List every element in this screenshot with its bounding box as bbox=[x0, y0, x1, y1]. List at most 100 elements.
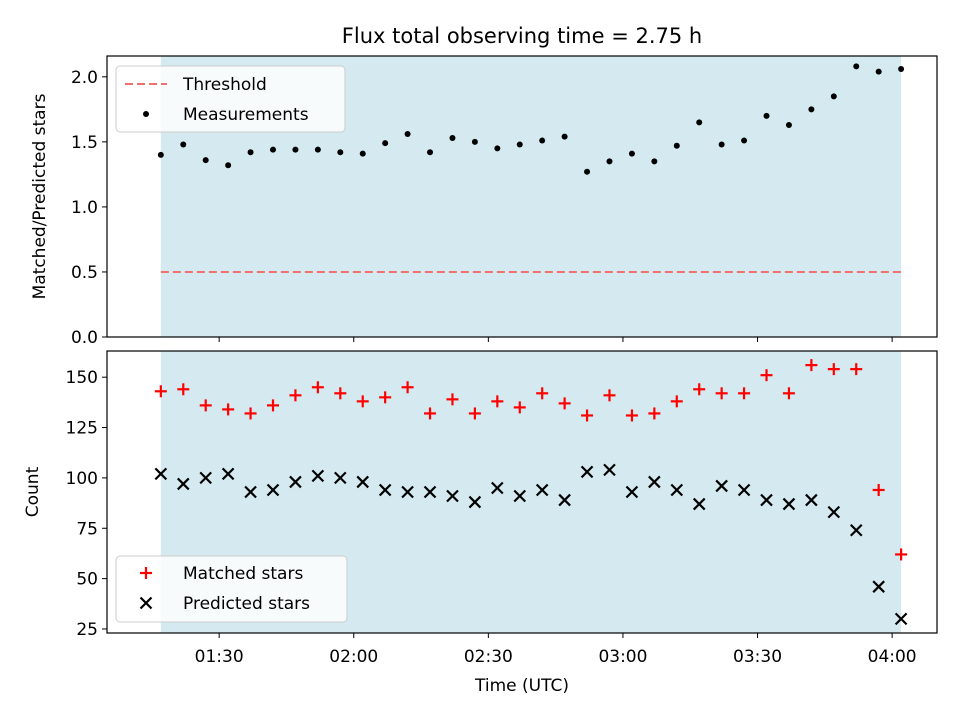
measurement-point bbox=[359, 150, 366, 157]
measurement-point bbox=[673, 142, 680, 149]
legend-predicted-label: Predicted stars bbox=[183, 594, 310, 614]
top-axes-frame bbox=[106, 55, 938, 338]
predicted-star-point bbox=[176, 477, 190, 491]
matched-star-point bbox=[267, 399, 279, 412]
y-tick-label: 0.5 bbox=[71, 263, 98, 283]
matched-star-point bbox=[513, 401, 526, 414]
legend-measurements-swatch bbox=[143, 111, 149, 117]
predicted-star-point bbox=[648, 475, 661, 489]
measurement-point bbox=[606, 158, 613, 165]
matched-star-point bbox=[625, 409, 638, 422]
legend-matched-label: Matched stars bbox=[183, 564, 303, 584]
bottom-panel: 25 50 75 100 125 150 01:30 02:00 02:30 03:00 03:3… bbox=[23, 350, 938, 667]
x-axis-label: Time (UTC) bbox=[474, 676, 569, 696]
matched-star-point bbox=[424, 407, 437, 420]
matched-star-point bbox=[334, 387, 347, 400]
predicted-star-point bbox=[872, 580, 885, 593]
predicted-star-point bbox=[603, 463, 616, 477]
measurement-point bbox=[449, 134, 456, 141]
y-tick-label: 25 bbox=[76, 620, 98, 640]
matched-star-point bbox=[154, 385, 167, 398]
measurement-point bbox=[718, 141, 725, 148]
matched-star-point bbox=[379, 391, 392, 404]
y-tick-label: 150 bbox=[66, 368, 98, 388]
measurement-point bbox=[337, 149, 344, 156]
x-tick-label: 02:30 bbox=[464, 647, 513, 667]
predicted-star-point bbox=[334, 471, 347, 485]
measurement-point bbox=[494, 145, 501, 152]
matched-star-point bbox=[401, 381, 414, 394]
top-legend-box bbox=[115, 65, 346, 133]
predicted-star-point bbox=[894, 612, 908, 626]
x-tick-label: 03:00 bbox=[598, 647, 647, 667]
bottom-legend-box bbox=[115, 555, 348, 623]
predicted-star-point bbox=[266, 483, 280, 497]
measurement-point bbox=[292, 146, 299, 153]
predicted-star-point bbox=[311, 469, 325, 483]
predicted-star-point bbox=[558, 493, 571, 507]
predicted-star-point bbox=[513, 489, 527, 503]
matched-star-point bbox=[222, 403, 235, 416]
matched-star-point bbox=[895, 548, 908, 561]
matched-star-point bbox=[446, 393, 459, 406]
measurement-point bbox=[651, 158, 658, 165]
measurement-point bbox=[584, 168, 591, 175]
y-tick-label: 0.0 bbox=[71, 328, 98, 348]
measurement-point bbox=[427, 149, 434, 156]
matched-star-point bbox=[872, 483, 885, 496]
predicted-star-point bbox=[356, 475, 370, 489]
matched-star-point bbox=[850, 363, 863, 376]
bottom-x-ticks: 01:30 02:00 02:30 03:00 03:30 04:00 bbox=[195, 633, 917, 667]
bottom-markers bbox=[154, 359, 908, 626]
matched-star-point bbox=[289, 389, 302, 402]
predicted-star-point bbox=[670, 483, 684, 497]
predicted-star-point bbox=[535, 483, 549, 497]
matched-star-point bbox=[648, 407, 661, 420]
measurement-point bbox=[314, 146, 321, 153]
measurement-point bbox=[808, 106, 815, 113]
measurement-point bbox=[696, 119, 703, 126]
predicted-star-point bbox=[289, 475, 302, 489]
legend-threshold-label: Threshold bbox=[182, 75, 267, 95]
matched-star-point bbox=[244, 407, 257, 420]
predicted-star-point bbox=[760, 493, 773, 507]
predicted-star-point bbox=[580, 465, 594, 479]
matched-star-point bbox=[805, 359, 818, 372]
measurement-point bbox=[382, 140, 389, 147]
matched-star-point bbox=[311, 381, 324, 394]
y-tick-label: 100 bbox=[66, 469, 98, 489]
measurement-point bbox=[853, 63, 860, 70]
matched-star-point bbox=[670, 395, 683, 408]
predicted-star-point bbox=[782, 497, 796, 511]
measurement-point bbox=[875, 68, 882, 75]
figure-title: Flux total observing time = 2.75 h bbox=[342, 24, 702, 48]
legend-predicted-swatch bbox=[139, 596, 153, 610]
measurement-point bbox=[763, 112, 770, 119]
bottom-legend: Matched stars Predicted stars bbox=[115, 555, 348, 623]
matched-star-point bbox=[558, 397, 571, 410]
measurement-point bbox=[180, 141, 187, 148]
y-tick-label: 1.5 bbox=[71, 133, 98, 153]
y-tick-label: 50 bbox=[76, 570, 98, 590]
predicted-star-point bbox=[154, 467, 168, 481]
y-tick-label: 125 bbox=[66, 419, 98, 439]
matched-star-point bbox=[738, 387, 751, 400]
y-tick-label: 2.0 bbox=[71, 68, 98, 88]
measurement-point bbox=[270, 146, 276, 153]
matched-star-point bbox=[199, 399, 212, 412]
predicted-star-point bbox=[692, 497, 706, 511]
bottom-y-ticks: 25 50 75 100 125 150 bbox=[66, 368, 107, 640]
matched-star-point bbox=[468, 407, 481, 420]
predicted-star-point bbox=[491, 481, 504, 495]
matched-star-point bbox=[581, 409, 594, 422]
predicted-star-point bbox=[849, 523, 863, 537]
measurement-point bbox=[561, 133, 568, 140]
predicted-star-point bbox=[401, 485, 414, 499]
predicted-star-point bbox=[827, 505, 841, 519]
predicted-star-point bbox=[737, 483, 751, 497]
y-tick-label: 1.0 bbox=[71, 198, 98, 218]
predicted-star-point bbox=[221, 467, 235, 481]
top-markers bbox=[157, 63, 905, 175]
predicted-star-point bbox=[468, 495, 482, 509]
